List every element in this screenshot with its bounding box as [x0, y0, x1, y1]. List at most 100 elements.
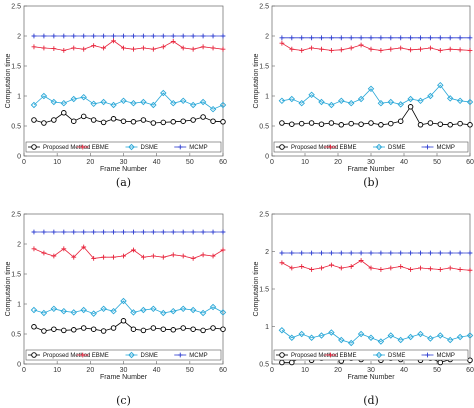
- chart-panel-c: 0 0.5 1 1.5 2 2.5 0 10 20 30 40 50 60 Frame Number Com…: [5, 211, 227, 407]
- data-point: [467, 122, 473, 128]
- data-point: [91, 229, 97, 235]
- data-point: [348, 35, 354, 41]
- data-point: [219, 101, 227, 109]
- data-point: [121, 45, 126, 51]
- legend-label: MCMP: [189, 145, 207, 151]
- data-point: [120, 318, 127, 324]
- y-tick-label: 1.5: [11, 271, 21, 278]
- data-point: [121, 253, 126, 259]
- x-tick-label: 0: [270, 367, 274, 374]
- x-axis-label: Frame Number: [100, 166, 148, 173]
- data-point: [71, 229, 77, 235]
- x-tick-label: 50: [186, 159, 194, 166]
- data-point: [141, 229, 146, 235]
- legend: Proposed Method EBME DSME MCMP: [25, 349, 222, 361]
- data-point: [378, 267, 384, 272]
- data-point: [348, 250, 354, 256]
- x-axis-label: Frame Number: [347, 166, 395, 173]
- data-point: [160, 309, 167, 317]
- data-point: [61, 229, 67, 235]
- data-point: [437, 267, 443, 272]
- data-point: [338, 47, 344, 53]
- y-tick-label: 2.5: [259, 3, 269, 10]
- data-point: [210, 229, 216, 235]
- legend-swatch-marker: [128, 351, 135, 359]
- legend-swatch-marker: [80, 144, 86, 150]
- x-tick-label: 10: [53, 159, 61, 166]
- data-point: [437, 121, 444, 127]
- data-point: [91, 43, 97, 48]
- data-point: [131, 229, 136, 235]
- legend-label: MCMP: [437, 145, 455, 151]
- data-point: [150, 46, 156, 52]
- data-point: [329, 250, 334, 256]
- legend-label: MCMP: [437, 353, 455, 359]
- data-point: [467, 357, 473, 364]
- data-point: [338, 122, 345, 128]
- y-tick-label: 0.5: [11, 331, 21, 338]
- x-tick-label: 20: [334, 367, 342, 374]
- data-point: [377, 99, 385, 107]
- data-point: [357, 330, 365, 338]
- data-point: [338, 265, 344, 271]
- data-point: [111, 254, 116, 260]
- x-tick-label: 60: [219, 367, 227, 374]
- data-point: [180, 118, 186, 124]
- data-point: [358, 258, 364, 263]
- data-point: [279, 260, 285, 266]
- x-tick-label: 50: [433, 159, 441, 166]
- data-point: [200, 252, 206, 258]
- x-axis-label: Frame Number: [347, 374, 395, 381]
- data-point: [170, 307, 177, 315]
- x-tick-label: 0: [22, 367, 26, 374]
- x-tick-label: 10: [53, 367, 61, 374]
- data-point: [120, 118, 127, 124]
- data-point: [189, 306, 197, 314]
- data-point: [347, 99, 355, 107]
- data-point: [377, 338, 385, 345]
- data-point: [338, 250, 344, 256]
- data-point: [457, 120, 463, 127]
- data-point: [388, 265, 394, 271]
- panel-caption: (b): [363, 176, 379, 189]
- data-point: [358, 250, 364, 256]
- series-ebme: [279, 258, 473, 273]
- data-point: [91, 33, 97, 39]
- data-point: [378, 250, 384, 256]
- x-tick-label: 20: [334, 159, 342, 166]
- legend-label: EBME: [92, 353, 109, 359]
- legend-swatch-marker: [279, 352, 285, 358]
- legend-swatch-marker: [375, 351, 383, 359]
- data-point: [51, 326, 57, 332]
- data-point: [319, 46, 324, 52]
- legend-label: EBME: [340, 145, 357, 151]
- data-point: [387, 98, 395, 106]
- data-point: [467, 250, 473, 256]
- legend-swatch-marker: [279, 144, 285, 150]
- data-point: [200, 114, 206, 120]
- legend-label: Proposed Method: [43, 145, 90, 151]
- data-point: [31, 33, 37, 39]
- data-point: [81, 244, 87, 250]
- y-tick-label: 0: [265, 153, 269, 160]
- data-point: [140, 327, 147, 334]
- data-point: [378, 48, 384, 53]
- data-point: [60, 99, 68, 107]
- data-point: [189, 101, 197, 109]
- y-tick-label: 2.5: [11, 3, 21, 10]
- data-point: [70, 95, 77, 103]
- data-point: [160, 119, 167, 126]
- data-point: [289, 46, 295, 52]
- data-point: [417, 97, 424, 105]
- data-point: [90, 326, 97, 332]
- data-point: [31, 246, 37, 252]
- data-point: [437, 332, 444, 339]
- data-point: [199, 98, 207, 106]
- data-point: [408, 250, 413, 256]
- legend-swatch-marker: [177, 144, 183, 150]
- data-point: [31, 229, 37, 235]
- data-point: [437, 81, 444, 89]
- data-point: [200, 44, 206, 50]
- data-point: [41, 229, 47, 235]
